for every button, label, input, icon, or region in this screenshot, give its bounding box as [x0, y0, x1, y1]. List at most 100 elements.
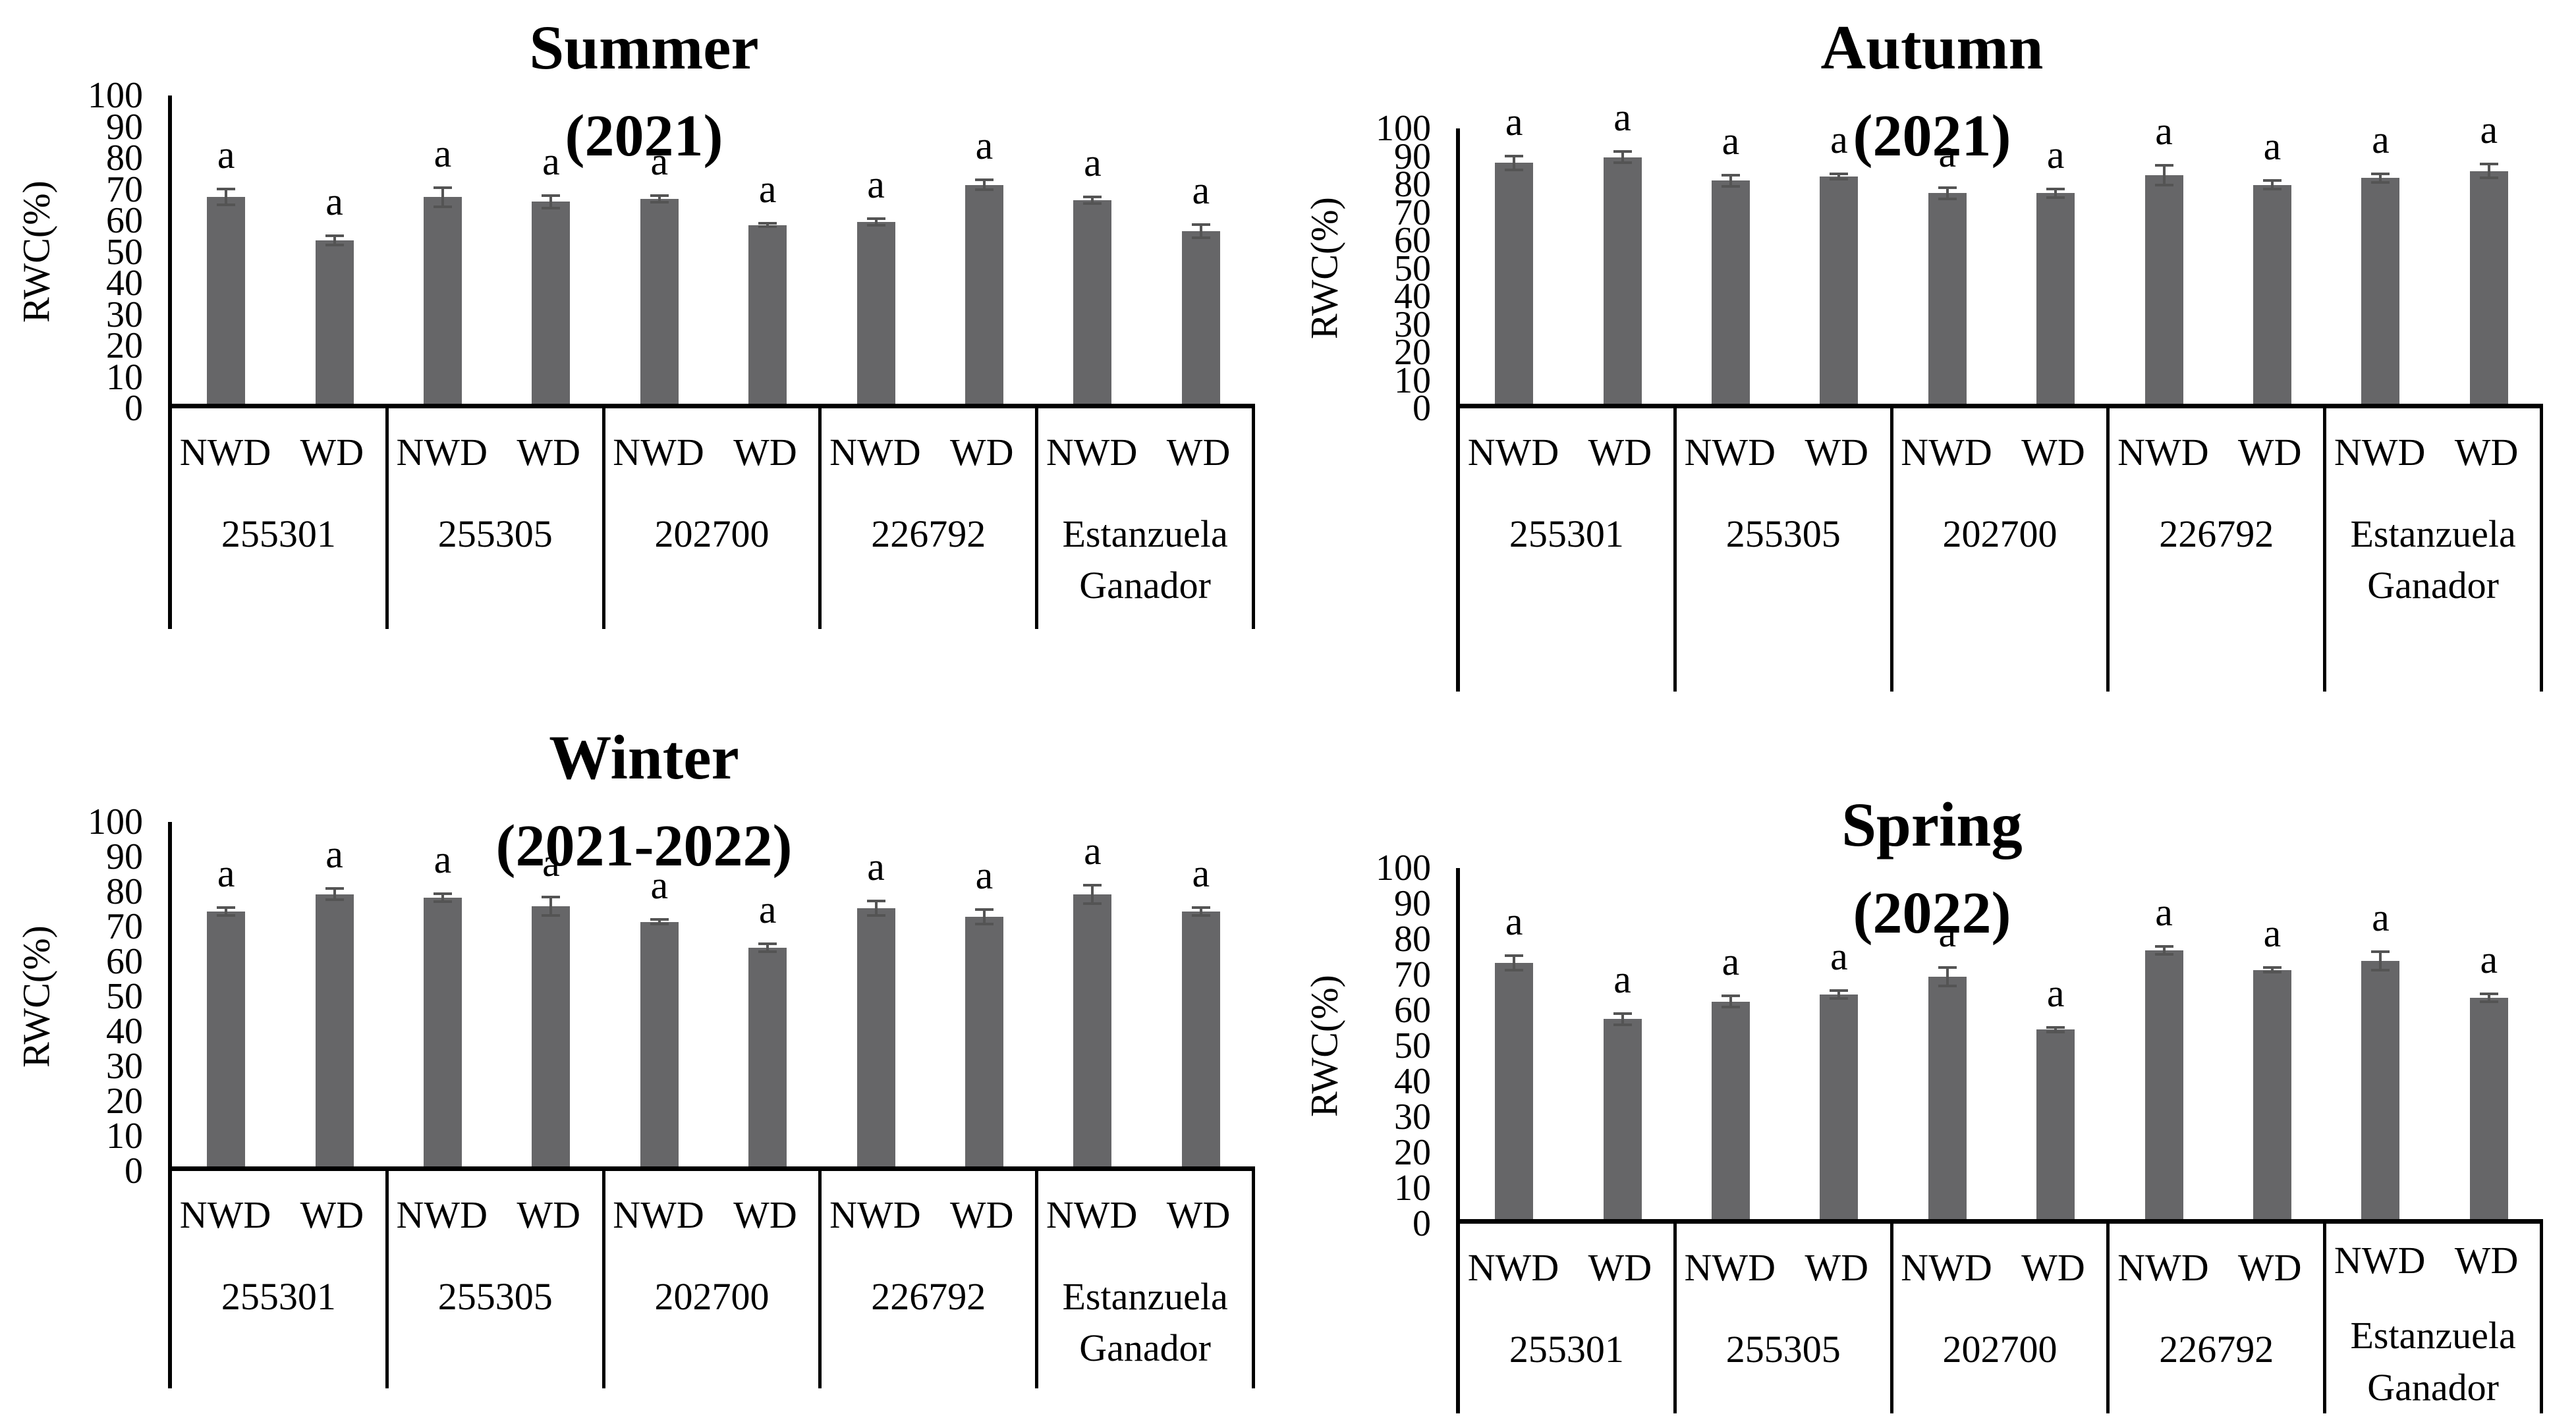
treatment-label: NWD — [829, 430, 921, 474]
treatment-label: WD — [2237, 430, 2302, 474]
treatment-label: WD — [300, 430, 364, 474]
sig-letter: a — [1938, 912, 1957, 956]
treatment-label: NWD — [179, 1193, 271, 1236]
sig-letter: a — [1505, 99, 1523, 144]
bar — [2469, 171, 2508, 404]
y-axis-ticks: 100 90 80 70 60 50 40 30 20 10 0 — [1324, 110, 1443, 427]
bar — [1820, 177, 1859, 404]
sig-letter: a — [542, 841, 560, 885]
group-cell: NWD WD 255301 — [1460, 408, 1677, 692]
y-tick-label: 0 — [1413, 1203, 1431, 1244]
sig-letter: a — [434, 838, 452, 882]
sig-letter: a — [2263, 124, 2282, 169]
y-tick-label: 80 — [1394, 164, 1431, 205]
x-label-table: NWD WD 255301 NWD WD 255305 NWD WD 202700 NWD WD 22… — [168, 408, 1255, 629]
y-tick-label: 70 — [106, 169, 143, 210]
bar — [1603, 157, 1642, 404]
error-bar — [2371, 172, 2390, 184]
error-bar — [325, 234, 344, 247]
treatment-label: WD — [2454, 430, 2519, 474]
group-cell: NWD WD 202700 — [605, 1171, 822, 1388]
treatment-label: WD — [1805, 1245, 1868, 1289]
sig-letter: a — [2155, 109, 2173, 153]
bar — [1712, 180, 1750, 404]
group-cell: NWD WD 226792 — [2110, 408, 2327, 692]
sig-letter: a — [2480, 108, 2498, 152]
group-cell: NWD WD 202700 — [605, 408, 822, 629]
y-tick-label: 60 — [1394, 220, 1431, 261]
genotype-label: 226792 — [871, 1275, 986, 1318]
x-label-table: NWD WD 255301 NWD WD 255305 NWD WD 202700 NWD WD 22… — [1456, 408, 2543, 692]
y-tick-label: 100 — [88, 75, 143, 116]
chart-title-season: Summer — [529, 13, 759, 82]
group-cell: NWD WD 255301 — [172, 1171, 389, 1388]
bar — [640, 198, 679, 404]
x-label-table: NWD WD 255301 NWD WD 255305 NWD WD 202700 NWD WD 22… — [168, 1171, 1255, 1388]
treatment-label: WD — [517, 1193, 580, 1236]
error-bar — [1083, 884, 1102, 905]
treatment-label: WD — [949, 1193, 1014, 1236]
y-tick-label: 10 — [1394, 360, 1431, 401]
treatment-row: NWD WD — [822, 1171, 1035, 1258]
treatment-label: NWD — [1046, 430, 1138, 474]
sig-letter: a — [217, 852, 235, 896]
error-bar — [2479, 993, 2498, 1004]
error-bar — [542, 194, 561, 210]
y-tick-label: 10 — [106, 356, 143, 398]
treatment-label: NWD — [2334, 1239, 2426, 1282]
error-bar — [2371, 950, 2390, 972]
treatment-label: WD — [733, 1193, 797, 1236]
sig-letter: a — [2480, 938, 2498, 982]
group-cell: NWD WD Estanzuela Ganador — [1038, 408, 1252, 629]
bar — [748, 947, 787, 1166]
sig-letter: a — [758, 167, 777, 211]
y-tick-label: 80 — [106, 871, 143, 912]
error-bar — [866, 899, 885, 917]
sig-letter: a — [1613, 95, 1631, 140]
group-cell: NWD WD 255305 — [389, 408, 605, 629]
treatment-label: NWD — [396, 430, 488, 474]
chart-title-year: (2021) — [565, 103, 723, 169]
y-tick-label: 20 — [106, 1081, 143, 1122]
error-bar — [1613, 150, 1632, 165]
sig-letter: a — [325, 179, 343, 223]
error-bar — [758, 942, 777, 953]
group-cell: NWD WD 255305 — [1677, 1224, 1893, 1413]
sig-letter: a — [650, 139, 669, 183]
panel-winter: Winter (2021-2022) RWC(%) 100 90 80 70 60 50 40 30… — [0, 710, 1288, 1418]
treatment-label: NWD — [1684, 430, 1776, 474]
x-label-table: NWD WD 255301 NWD WD 255305 NWD WD 202700 NWD WD 22… — [1456, 1224, 2543, 1413]
sig-letter: a — [1830, 934, 1848, 978]
error-bar — [2154, 164, 2173, 187]
bar — [1495, 962, 1534, 1219]
y-tick-label: 30 — [1394, 304, 1431, 345]
sig-letter: a — [1084, 829, 1102, 873]
bar — [1928, 193, 1967, 404]
y-axis-ticks: 100 90 80 70 60 50 40 30 20 10 0 — [36, 804, 155, 1189]
bar — [856, 221, 895, 404]
plot-area: a a a a a a a a a a — [1456, 868, 2543, 1224]
sig-letter: a — [542, 139, 560, 183]
y-tick-label: 90 — [1394, 136, 1431, 177]
group-cell: NWD WD 255305 — [389, 1171, 605, 1388]
error-bar — [217, 906, 236, 917]
treatment-row: NWD WD — [605, 408, 819, 495]
error-bar — [1191, 223, 1210, 240]
bar — [2036, 1029, 2075, 1219]
treatment-label: NWD — [613, 430, 704, 474]
sig-letter: a — [867, 162, 885, 206]
bar — [2361, 961, 2400, 1219]
treatment-row: NWD WD — [1460, 1224, 1673, 1311]
treatment-label: NWD — [1467, 430, 1559, 474]
bar — [2253, 184, 2291, 404]
bar — [856, 908, 895, 1166]
group-cell: NWD WD 255305 — [1677, 408, 1893, 692]
chart-title: Autumn (2021) — [1288, 12, 2576, 171]
genotype-label: 202700 — [1942, 1328, 2058, 1371]
error-bar — [1830, 989, 1849, 1000]
chart-title: Winter (2021-2022) — [0, 722, 1288, 881]
treatment-row: NWD WD — [389, 408, 602, 495]
chart-title-year: (2021-2022) — [495, 813, 793, 879]
bar — [1928, 977, 1967, 1219]
